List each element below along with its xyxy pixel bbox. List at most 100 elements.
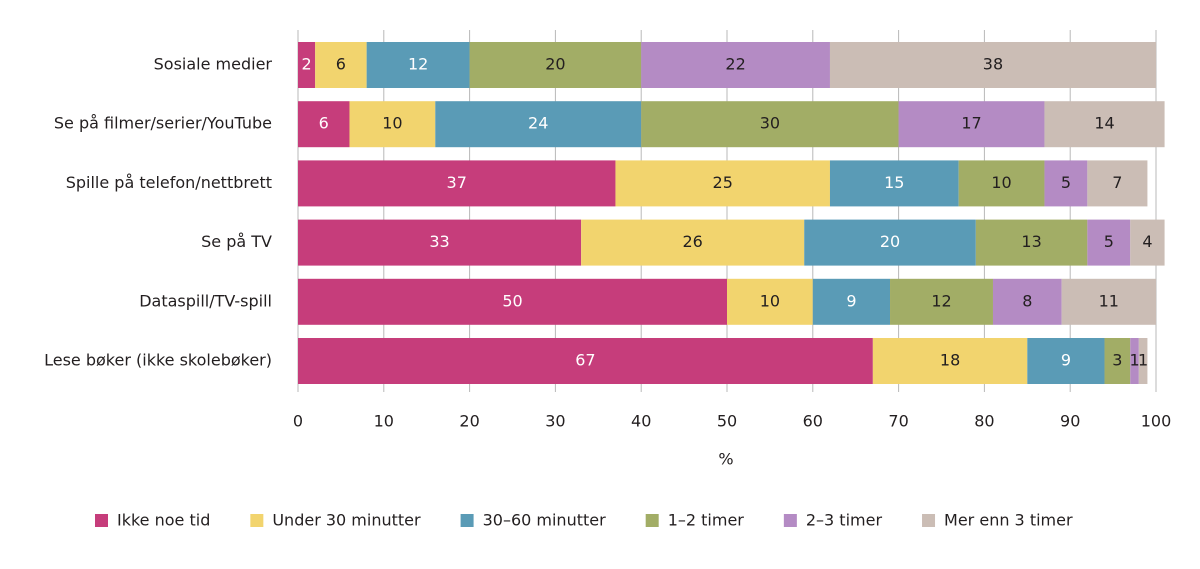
y-tick-label: Se på filmer/serier/YouTube xyxy=(54,114,272,133)
data-label: 9 xyxy=(846,291,856,310)
data-label: 37 xyxy=(447,173,467,192)
x-tick-label: 50 xyxy=(717,412,737,431)
legend-swatch xyxy=(250,514,264,527)
legend-label: 1–2 timer xyxy=(668,511,745,530)
y-tick-label: Spille på telefon/nettbrett xyxy=(66,173,272,192)
bar-segment xyxy=(298,278,727,325)
x-tick-label: 80 xyxy=(974,412,994,431)
data-label: 5 xyxy=(1061,173,1071,192)
bar-segment xyxy=(469,42,642,88)
data-label: 20 xyxy=(545,55,565,74)
data-label: 26 xyxy=(683,232,703,251)
legend-swatch xyxy=(95,514,108,527)
data-label: 15 xyxy=(884,173,904,192)
bar-segment xyxy=(366,42,470,88)
x-tick-label: 10 xyxy=(374,412,394,431)
data-label: 2 xyxy=(301,55,311,74)
x-tick-label: 90 xyxy=(1060,412,1080,431)
bar-segment xyxy=(1087,219,1131,266)
bar-segment xyxy=(349,101,436,148)
bar-segment xyxy=(727,278,813,325)
bar-segment xyxy=(975,219,1088,266)
data-label: 50 xyxy=(502,291,522,310)
y-tick-label: Dataspill/TV-spill xyxy=(139,291,272,310)
data-label: 17 xyxy=(961,114,981,133)
bar-segment xyxy=(1061,278,1156,325)
data-label: 13 xyxy=(1021,232,1041,251)
bar-segment xyxy=(298,42,316,88)
legend-label: Under 30 minutter xyxy=(272,511,421,530)
bar-segment xyxy=(435,101,642,148)
data-label: 5 xyxy=(1104,232,1114,251)
data-label: 12 xyxy=(931,291,951,310)
legend-swatch xyxy=(460,514,474,527)
data-label: 10 xyxy=(991,173,1011,192)
bar-segment xyxy=(898,101,1045,148)
bar-segment xyxy=(641,101,899,148)
bar-segment xyxy=(890,278,993,325)
bar-segment xyxy=(1130,338,1139,384)
data-label: 7 xyxy=(1112,173,1122,192)
bar-segment xyxy=(581,219,805,266)
x-tick-label: 60 xyxy=(803,412,823,431)
legend-label: 2–3 timer xyxy=(806,511,883,530)
bar-segment xyxy=(1104,338,1131,384)
data-label: 1 xyxy=(1138,351,1148,370)
bar-segment xyxy=(992,278,1062,325)
data-label: 25 xyxy=(713,173,733,192)
data-label: 8 xyxy=(1022,291,1032,310)
data-label: 38 xyxy=(983,55,1003,74)
bar-segment xyxy=(1044,160,1088,207)
y-tick-label: Lese bøker (ikke skolebøker) xyxy=(44,351,272,370)
bar-segment xyxy=(298,338,873,384)
x-tick-label: 100 xyxy=(1141,412,1172,431)
legend-label: 30–60 minutter xyxy=(483,511,607,530)
legend-swatch xyxy=(922,514,936,527)
data-label: 1 xyxy=(1129,351,1139,370)
data-label: 33 xyxy=(429,232,449,251)
data-label: 20 xyxy=(880,232,900,251)
data-label: 12 xyxy=(408,55,428,74)
data-label: 24 xyxy=(528,114,548,133)
data-label: 10 xyxy=(382,114,402,133)
legend-swatch xyxy=(783,514,797,527)
legend-label: Ikke noe tid xyxy=(117,511,210,530)
data-label: 9 xyxy=(1061,351,1071,370)
y-tick-label: Se på TV xyxy=(201,232,272,251)
bar-segment xyxy=(298,101,350,148)
bar-segment xyxy=(298,219,582,266)
bar-segment xyxy=(1087,160,1148,207)
x-tick-label: 40 xyxy=(631,412,651,431)
data-label: 67 xyxy=(575,351,595,370)
legend-label: Mer enn 3 timer xyxy=(944,511,1073,530)
bar-segment xyxy=(1130,219,1165,266)
bar-segment xyxy=(829,42,1156,88)
data-label: 3 xyxy=(1112,351,1122,370)
data-label: 30 xyxy=(760,114,780,133)
bar-segment xyxy=(641,42,830,88)
data-label: 4 xyxy=(1142,232,1152,251)
bar-segment xyxy=(1138,338,1148,384)
data-label: 22 xyxy=(725,55,745,74)
x-tick-label: 0 xyxy=(293,412,303,431)
bar-segment xyxy=(829,160,959,207)
bar-segment xyxy=(1044,101,1165,148)
x-tick-label: 70 xyxy=(888,412,908,431)
x-axis-label: % xyxy=(718,450,733,469)
bar-segment xyxy=(958,160,1045,207)
data-label: 14 xyxy=(1094,114,1114,133)
y-tick-label: Sosiale medier xyxy=(154,55,273,74)
data-label: 10 xyxy=(760,291,780,310)
bar-segment xyxy=(298,160,616,207)
x-tick-label: 20 xyxy=(459,412,479,431)
bar-segment xyxy=(804,219,976,266)
bar-segment xyxy=(615,160,830,207)
data-label: 6 xyxy=(319,114,329,133)
bar-segment xyxy=(872,338,1028,384)
bar-segment xyxy=(812,278,891,325)
x-tick-label: 30 xyxy=(545,412,565,431)
bar-segment xyxy=(315,42,367,88)
legend-swatch xyxy=(645,514,659,527)
data-label: 11 xyxy=(1099,291,1119,310)
